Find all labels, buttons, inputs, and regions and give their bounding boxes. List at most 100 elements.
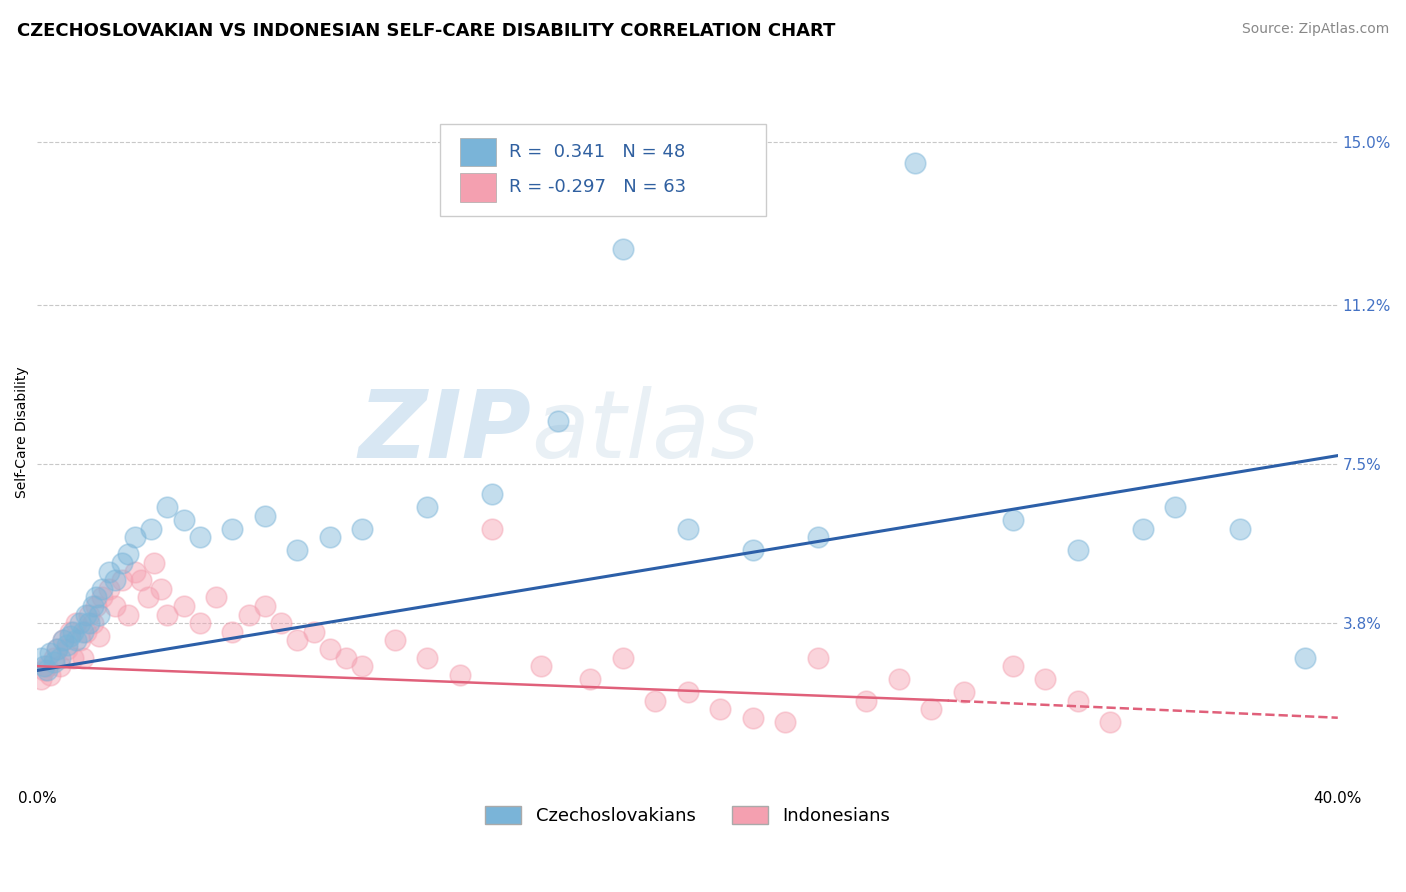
Point: [97, 582, 120, 596]
Point: [49, 650, 72, 665]
Point: [87, 607, 110, 622]
Point: [1132, 522, 1154, 536]
Point: [709, 702, 731, 716]
Point: [221, 624, 243, 639]
Point: [32, 659, 55, 673]
Point: [416, 500, 439, 515]
Point: [45, 642, 67, 657]
Point: [45, 642, 67, 657]
Point: [124, 530, 146, 544]
Point: [39, 667, 62, 681]
FancyBboxPatch shape: [460, 137, 496, 166]
Point: [72, 624, 94, 639]
Point: [62, 624, 84, 639]
Point: [30, 650, 52, 665]
Point: [111, 573, 134, 587]
Point: [49, 659, 72, 673]
Point: [807, 650, 830, 665]
Point: [65, 633, 87, 648]
Point: [855, 693, 877, 707]
Point: [1001, 513, 1024, 527]
Point: [205, 591, 228, 605]
Point: [319, 642, 342, 657]
Point: [1066, 543, 1088, 558]
Point: [188, 530, 211, 544]
Point: [807, 530, 830, 544]
Point: [270, 616, 292, 631]
Point: [35, 659, 58, 673]
Point: [449, 667, 471, 681]
Point: [904, 156, 927, 170]
Point: [612, 650, 634, 665]
Point: [42, 650, 65, 665]
Point: [1033, 672, 1056, 686]
Point: [173, 513, 195, 527]
Point: [32, 664, 55, 678]
Point: [131, 573, 153, 587]
Point: [117, 607, 139, 622]
Point: [35, 664, 58, 678]
Point: [52, 633, 75, 648]
Point: [65, 616, 87, 631]
Point: [253, 508, 276, 523]
Point: [59, 629, 82, 643]
Point: [335, 650, 357, 665]
Point: [149, 582, 172, 596]
Point: [84, 599, 107, 613]
Point: [547, 414, 569, 428]
Point: [91, 582, 114, 596]
Point: [139, 522, 162, 536]
Point: [1066, 693, 1088, 707]
FancyBboxPatch shape: [440, 123, 766, 216]
Text: ZIP: ZIP: [359, 386, 531, 478]
Point: [741, 711, 763, 725]
Point: [887, 672, 910, 686]
Point: [30, 672, 52, 686]
Point: [953, 685, 976, 699]
Point: [579, 672, 602, 686]
Point: [124, 565, 146, 579]
Point: [302, 624, 325, 639]
Point: [42, 655, 65, 669]
Point: [84, 591, 107, 605]
Point: [188, 616, 211, 631]
Point: [104, 573, 127, 587]
Point: [384, 633, 406, 648]
Point: [221, 522, 243, 536]
Point: [481, 487, 503, 501]
Point: [91, 591, 114, 605]
Point: [920, 702, 942, 716]
Point: [82, 599, 104, 613]
Point: [287, 633, 309, 648]
Point: [39, 646, 62, 660]
Point: [287, 543, 309, 558]
Point: [676, 522, 699, 536]
Text: CZECHOSLOVAKIAN VS INDONESIAN SELF-CARE DISABILITY CORRELATION CHART: CZECHOSLOVAKIAN VS INDONESIAN SELF-CARE …: [17, 22, 835, 40]
Point: [530, 659, 553, 673]
Point: [741, 543, 763, 558]
Point: [676, 685, 699, 699]
Point: [55, 638, 77, 652]
Point: [75, 607, 97, 622]
Point: [1229, 522, 1251, 536]
Point: [75, 624, 97, 639]
Point: [117, 548, 139, 562]
Point: [481, 522, 503, 536]
Point: [79, 607, 101, 622]
Point: [82, 616, 104, 631]
Point: [1294, 650, 1316, 665]
Point: [1099, 714, 1122, 729]
Point: [59, 624, 82, 639]
Text: Source: ZipAtlas.com: Source: ZipAtlas.com: [1241, 22, 1389, 37]
Point: [352, 659, 374, 673]
Point: [62, 650, 84, 665]
Point: [319, 530, 342, 544]
Point: [111, 556, 134, 570]
Point: [1001, 659, 1024, 673]
Y-axis label: Self-Care Disability: Self-Care Disability: [15, 366, 30, 498]
Point: [253, 599, 276, 613]
Point: [1164, 500, 1187, 515]
Point: [52, 633, 75, 648]
FancyBboxPatch shape: [460, 173, 496, 202]
Legend: Czechoslovakians, Indonesians: Czechoslovakians, Indonesians: [477, 797, 898, 834]
